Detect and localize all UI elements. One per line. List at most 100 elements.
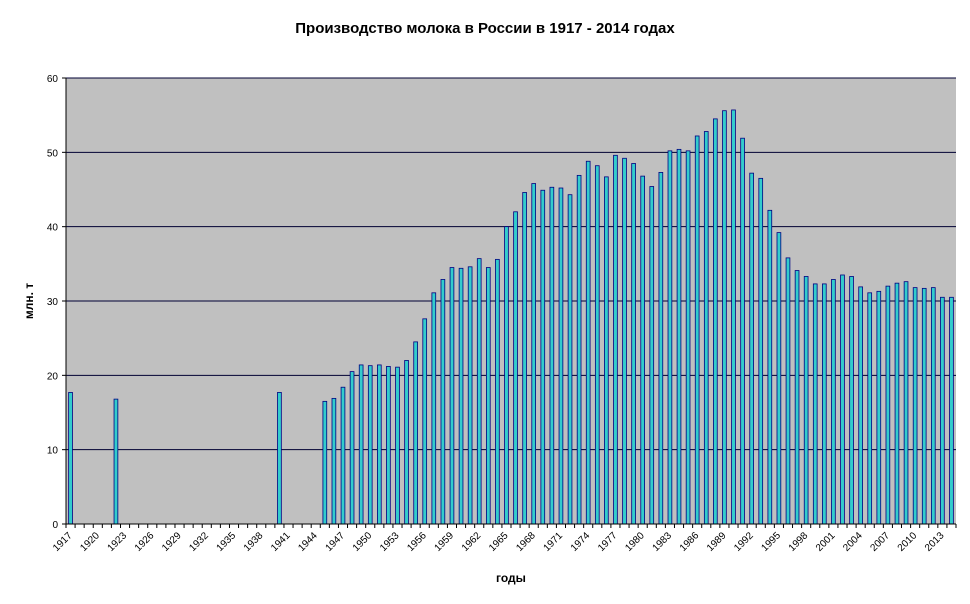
bar-1978 bbox=[622, 157, 627, 525]
x-tick-label-1974: 1974 bbox=[569, 530, 593, 554]
x-tick-label-1992: 1992 bbox=[732, 530, 756, 554]
bar-1964 bbox=[495, 258, 500, 525]
y-tick-label-40: 40 bbox=[47, 223, 59, 234]
bar-1957 bbox=[431, 292, 437, 525]
bar-1981 bbox=[649, 186, 655, 525]
bar-1940 bbox=[277, 392, 282, 525]
y-tick-label-60: 60 bbox=[47, 74, 59, 85]
bar-1922 bbox=[113, 398, 119, 525]
bar-1968 bbox=[531, 183, 537, 525]
x-tick-label-1917: 1917 bbox=[51, 530, 75, 554]
bar-1958 bbox=[440, 279, 446, 525]
x-tick-label-1947: 1947 bbox=[324, 530, 348, 554]
bar-2009 bbox=[903, 281, 909, 525]
x-tick-label-1941: 1941 bbox=[269, 530, 293, 554]
bar-1980 bbox=[640, 175, 645, 525]
x-tick-label-1977: 1977 bbox=[596, 530, 620, 554]
bar-2000 bbox=[822, 283, 827, 525]
bar-1994 bbox=[767, 209, 773, 525]
chart-title: Производство молока в России в 1917 - 20… bbox=[295, 20, 675, 37]
bar-1983 bbox=[667, 150, 673, 525]
x-tick-label-1938: 1938 bbox=[242, 530, 266, 554]
bar-1997 bbox=[794, 270, 800, 525]
bar-1965 bbox=[504, 226, 509, 525]
bar-1959 bbox=[449, 267, 455, 525]
bar-1973 bbox=[576, 174, 582, 525]
bar-2013 bbox=[940, 296, 945, 525]
bar-1999 bbox=[812, 283, 818, 525]
bar-2006 bbox=[876, 290, 882, 525]
bar-2011 bbox=[921, 287, 927, 525]
bar-1954 bbox=[404, 360, 409, 525]
bar-1966 bbox=[513, 211, 518, 525]
bar-1963 bbox=[485, 267, 491, 525]
bar-1974 bbox=[585, 160, 591, 525]
x-tick-label-2013: 2013 bbox=[923, 530, 947, 554]
bar-1993 bbox=[758, 177, 764, 525]
bar-1976 bbox=[604, 176, 609, 525]
bar-1972 bbox=[567, 194, 573, 525]
x-tick-label-1986: 1986 bbox=[678, 530, 702, 554]
bar-2014 bbox=[949, 296, 954, 525]
bar-2004 bbox=[858, 286, 863, 525]
x-tick-label-1950: 1950 bbox=[351, 530, 375, 554]
bar-1988 bbox=[713, 118, 718, 525]
bar-1946 bbox=[331, 397, 337, 525]
bar-1960 bbox=[458, 267, 464, 525]
bar-1989 bbox=[722, 110, 727, 525]
bar-2001 bbox=[831, 279, 836, 525]
x-tick-label-1980: 1980 bbox=[623, 530, 647, 554]
bar-2007 bbox=[885, 285, 891, 525]
bar-2010 bbox=[912, 287, 918, 525]
bar-1975 bbox=[594, 165, 600, 525]
bar-1992 bbox=[749, 172, 754, 525]
x-tick-label-1968: 1968 bbox=[514, 530, 538, 554]
y-axis: 0 10 20 30 40 50 60 bbox=[47, 74, 67, 531]
y-tick-label-0: 0 bbox=[52, 520, 58, 531]
x-axis: 1917 1920 1923 1926 1929 1932 1935 1938 1941 1944… bbox=[51, 523, 957, 554]
bar-1955 bbox=[413, 341, 418, 525]
bar-1987 bbox=[703, 131, 709, 525]
x-tick-label-1920: 1920 bbox=[78, 530, 102, 554]
x-axis-title: годы bbox=[496, 571, 526, 585]
y-tick-label-20: 20 bbox=[47, 371, 59, 382]
x-tick-label-1944: 1944 bbox=[296, 530, 320, 554]
bar-2002 bbox=[840, 274, 845, 525]
y-axis-title: млн. т bbox=[22, 283, 36, 319]
bar-1979 bbox=[631, 163, 636, 525]
x-tick-label-1965: 1965 bbox=[487, 530, 511, 554]
bars bbox=[68, 109, 954, 525]
x-tick-label-1953: 1953 bbox=[378, 530, 402, 554]
x-tick-label-1959: 1959 bbox=[433, 530, 457, 554]
bar-2012 bbox=[930, 287, 936, 525]
bar-1962 bbox=[476, 258, 482, 525]
bar-1991 bbox=[740, 137, 745, 525]
x-tick-label-1989: 1989 bbox=[705, 530, 729, 554]
bar-1956 bbox=[422, 318, 428, 525]
x-tick-label-1983: 1983 bbox=[651, 530, 675, 554]
bar-1961 bbox=[467, 266, 473, 525]
bar-1951 bbox=[377, 364, 382, 525]
bar-1917 bbox=[68, 392, 73, 525]
bar-1948 bbox=[349, 371, 355, 525]
x-tick-label-1923: 1923 bbox=[106, 530, 130, 554]
bar-1953 bbox=[395, 366, 400, 525]
bar-1998 bbox=[803, 276, 809, 525]
y-tick-label-50: 50 bbox=[47, 148, 59, 159]
bar-2005 bbox=[867, 292, 873, 525]
bar-1947 bbox=[340, 386, 346, 525]
bar-1982 bbox=[658, 172, 664, 525]
x-tick-label-1935: 1935 bbox=[215, 530, 239, 554]
x-tick-label-2001: 2001 bbox=[814, 530, 838, 554]
bar-1977 bbox=[613, 154, 618, 525]
x-tick-label-2004: 2004 bbox=[841, 530, 865, 554]
bar-1984 bbox=[676, 148, 682, 525]
bar-1990 bbox=[731, 109, 736, 525]
x-tick-label-1995: 1995 bbox=[760, 530, 784, 554]
x-tick-label-2007: 2007 bbox=[868, 530, 892, 554]
x-tick-label-1926: 1926 bbox=[133, 530, 157, 554]
bar-1995 bbox=[776, 232, 782, 525]
bar-1945 bbox=[322, 400, 328, 525]
bar-1967 bbox=[522, 192, 527, 525]
